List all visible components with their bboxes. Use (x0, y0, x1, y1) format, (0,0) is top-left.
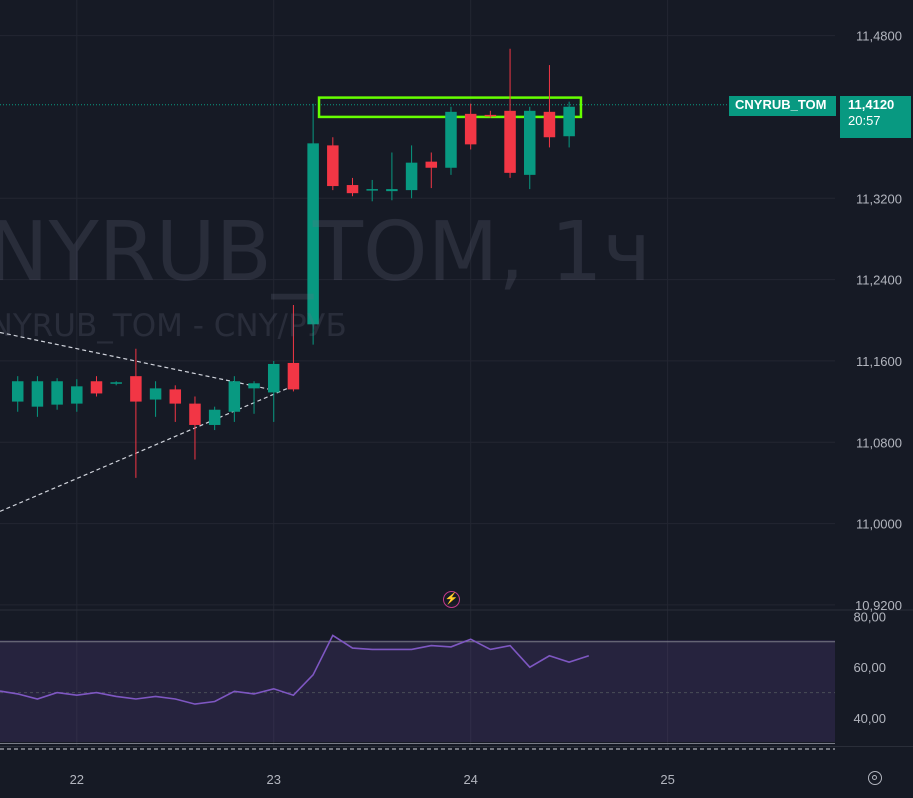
candle-body (366, 189, 378, 191)
candle (130, 348, 142, 478)
candle-body (524, 110, 536, 175)
candle (31, 376, 44, 417)
candle (464, 103, 477, 150)
candle (445, 106, 457, 175)
candle (563, 101, 575, 148)
candle (504, 48, 516, 178)
candle-body (71, 386, 83, 404)
candle-body (484, 114, 497, 117)
price-tick-label: 10,9200 (855, 598, 902, 613)
candle-body (445, 111, 457, 168)
candle (267, 360, 280, 422)
candle (169, 385, 182, 422)
candle (248, 381, 260, 414)
candle (386, 152, 398, 201)
bar-countdown: 20:57 (848, 113, 881, 128)
candle-body (189, 403, 201, 425)
rsi-line (0, 634, 590, 705)
candle-body (11, 381, 24, 402)
rsi-tick-label: 40,00 (853, 711, 886, 726)
time-tick-label: 22 (70, 772, 84, 787)
candle-body (51, 381, 63, 405)
rsi-band (0, 640, 835, 742)
candle (51, 378, 63, 410)
candle (228, 376, 241, 422)
last-price-label[interactable]: 11,4120 20:57 (840, 96, 911, 138)
candle-body (504, 110, 516, 173)
candle (425, 152, 438, 189)
candle-body (425, 161, 438, 168)
candle (346, 177, 359, 197)
candle-body (248, 383, 260, 389)
symbol-price-label[interactable]: CNYRUB_TOM (729, 96, 836, 116)
candle-body (307, 143, 319, 325)
candle-body (169, 389, 182, 404)
candle-body (405, 162, 418, 191)
candle-body (110, 382, 122, 384)
price-tick-label: 11,0800 (856, 435, 902, 450)
candle (208, 406, 221, 431)
candle (405, 145, 418, 199)
candle-body (386, 189, 398, 192)
price-axis[interactable]: 11,4800 11,3200 11,2400 11,1600 11,0800 11,00… (853, 29, 902, 726)
candle-body (563, 106, 575, 137)
candlestick-series (11, 48, 575, 478)
candle (110, 381, 122, 386)
rsi-tick-label: 60,00 (853, 660, 886, 675)
time-tick-label: 25 (660, 772, 674, 787)
candle-body (208, 409, 221, 425)
candle-body (149, 388, 162, 400)
candle-body (464, 113, 477, 145)
candle (543, 65, 556, 148)
candle (71, 379, 83, 412)
candle (90, 376, 103, 397)
candle (11, 376, 24, 412)
candle-body (130, 376, 142, 402)
rsi-indicator (0, 634, 835, 750)
alert-icon[interactable]: ⚡ (443, 591, 460, 608)
candle-body (287, 362, 300, 390)
rsi-tick-label: 80,00 (853, 609, 886, 624)
candle (189, 396, 201, 460)
price-tick-label: 11,0000 (856, 517, 902, 532)
candle (366, 179, 378, 202)
price-tick-label: 11,2400 (856, 273, 902, 288)
candle (149, 381, 162, 417)
settings-icon[interactable] (868, 771, 882, 785)
drawing-annotations[interactable] (0, 96, 583, 512)
candle-body (543, 111, 556, 138)
candle (307, 103, 319, 345)
price-tick-label: 11,1600 (856, 354, 902, 369)
time-axis[interactable]: 22 23 24 25 (70, 772, 675, 787)
candle (287, 305, 300, 392)
time-tick-label: 24 (463, 772, 477, 787)
grid-lines (0, 0, 913, 747)
candle-body (267, 363, 280, 393)
price-tick-label: 11,3200 (856, 191, 902, 206)
candle-body (90, 381, 103, 394)
price-tick-label: 11,4800 (856, 29, 902, 44)
candle (484, 110, 497, 118)
last-price-value: 11,4120 (848, 97, 895, 112)
time-tick-label: 23 (267, 772, 281, 787)
trendline (0, 387, 288, 512)
candle (524, 106, 536, 190)
candle-body (228, 381, 241, 412)
candle-body (346, 185, 359, 194)
candle-body (31, 381, 44, 407)
candle (327, 137, 339, 191)
candle-body (327, 145, 339, 187)
